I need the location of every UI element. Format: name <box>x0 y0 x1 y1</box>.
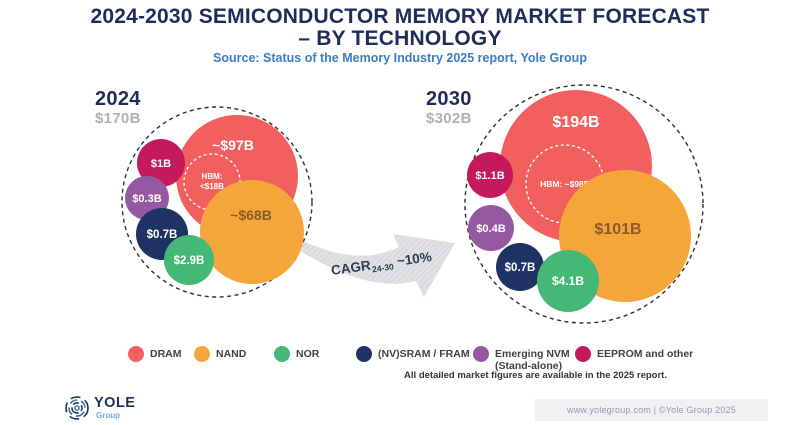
report-note: All detailed market figures are availabl… <box>404 370 667 381</box>
bubble-2024-hbm-label-line2: <$18B <box>200 182 224 191</box>
cluster-2024-outline <box>121 106 313 298</box>
eeprom-legend-dot-icon <box>575 346 591 362</box>
legend-item-eeprom: EEPROM and other <box>575 346 693 362</box>
year-2024-label: 2024 <box>95 88 141 110</box>
growth-arrow <box>299 234 455 297</box>
bubble-2024-eeprom-label: $1B <box>151 158 171 170</box>
bubble-2030-nor-label: $4.1B <box>552 274 584 288</box>
bubble-2030-sram <box>496 243 544 291</box>
bubble-2030-nor <box>537 250 599 312</box>
legend-item-dram: DRAM <box>128 346 182 362</box>
bubble-2024-nor-label: $2.9B <box>174 255 205 267</box>
bubble-2030-eeprom <box>467 152 513 198</box>
legend-label-emerging-nvm: Emerging NVM (Stand-alone) <box>495 346 570 372</box>
page-title-line1: 2024-2030 SEMICONDUCTOR MEMORY MARKET FO… <box>90 5 710 28</box>
sram-legend-dot-icon <box>356 346 372 362</box>
yole-swirl-icon <box>65 396 89 420</box>
legend-item-emerging-nvm: Emerging NVM (Stand-alone) <box>473 346 570 372</box>
bubble-2030-sram-label: $0.7B <box>505 262 536 274</box>
cagr-label: CAGR24-30 ~10% <box>330 249 433 280</box>
yole-logo: YOLE Group <box>64 395 135 421</box>
legend-label-nand: NAND <box>216 348 247 360</box>
footer-credit-text: www.yolegroup.com | ©Yole Group 2025 <box>567 405 736 415</box>
legend-label-emerging-nvm-line1: Emerging NVM <box>495 348 570 360</box>
year-2030-label: 2030 <box>426 88 472 110</box>
legend-label-dram: DRAM <box>150 348 182 360</box>
legend-label-emerging-nvm-line2: (Stand-alone) <box>495 360 563 372</box>
yole-logo-wordmark: YOLE <box>94 395 136 412</box>
legend-item-nor: NOR <box>274 346 319 362</box>
legend-label-sram: (NV)SRAM / FRAM <box>378 348 470 360</box>
dram-legend-dot-icon <box>128 346 144 362</box>
bubble-2024-nand <box>200 180 304 284</box>
year-2030-total: $302B <box>426 110 472 127</box>
bubble-2030-hbm-label: HBM: ~$98B <box>540 179 590 189</box>
emerging-nvm-legend-dot-icon <box>473 346 489 362</box>
bubble-2024-eeprom <box>137 139 185 187</box>
yole-logo-text: YOLE Group <box>94 396 135 420</box>
bubble-2024-dram-label: ~$97B <box>212 137 254 153</box>
legend-label-eeprom: EEPROM and other <box>597 348 694 360</box>
cagr-subscript: 24-30 <box>371 261 394 274</box>
bubble-2030-dram-label: $194B <box>552 114 599 131</box>
bubble-2030-emerging-nvm <box>468 205 514 251</box>
bubble-2030-eeprom-label: $1.1B <box>475 170 504 182</box>
legend-item-nand: NAND <box>194 346 246 362</box>
nor-legend-dot-icon <box>274 346 290 362</box>
bubble-2024-nor <box>164 235 214 285</box>
legend-item-sram: (NV)SRAM / FRAM <box>356 346 470 362</box>
bubble-2024-sram-label: $0.7B <box>147 229 178 241</box>
cluster-2030-outline <box>464 84 704 324</box>
cagr-prefix: CAGR <box>330 258 372 278</box>
legend-label-nor: NOR <box>296 348 320 360</box>
yole-logo-group: Group <box>96 410 120 420</box>
cagr-value: ~10% <box>396 249 433 269</box>
bubble-2024-emerging-nvm-label: $0.3B <box>132 193 161 205</box>
source-subtitle: Source: Status of the Memory Industry 20… <box>213 51 587 65</box>
bubble-2024-hbm-label-line1: HBM: <box>202 172 223 181</box>
year-2024-total: $170B <box>95 110 141 127</box>
page-title: 2024-2030 SEMICONDUCTOR MEMORY MARKET FO… <box>0 6 800 50</box>
bubble-2030-emerging-nvm-label: $0.4B <box>476 223 505 235</box>
nand-legend-dot-icon <box>194 346 210 362</box>
bubble-2030-nand-label: $101B <box>594 221 641 238</box>
bubble-2024-nand-label: ~$68B <box>230 207 272 223</box>
footer-credit-bar: www.yolegroup.com | ©Yole Group 2025 <box>535 399 768 421</box>
page-title-line2: – BY TECHNOLOGY <box>298 27 502 50</box>
